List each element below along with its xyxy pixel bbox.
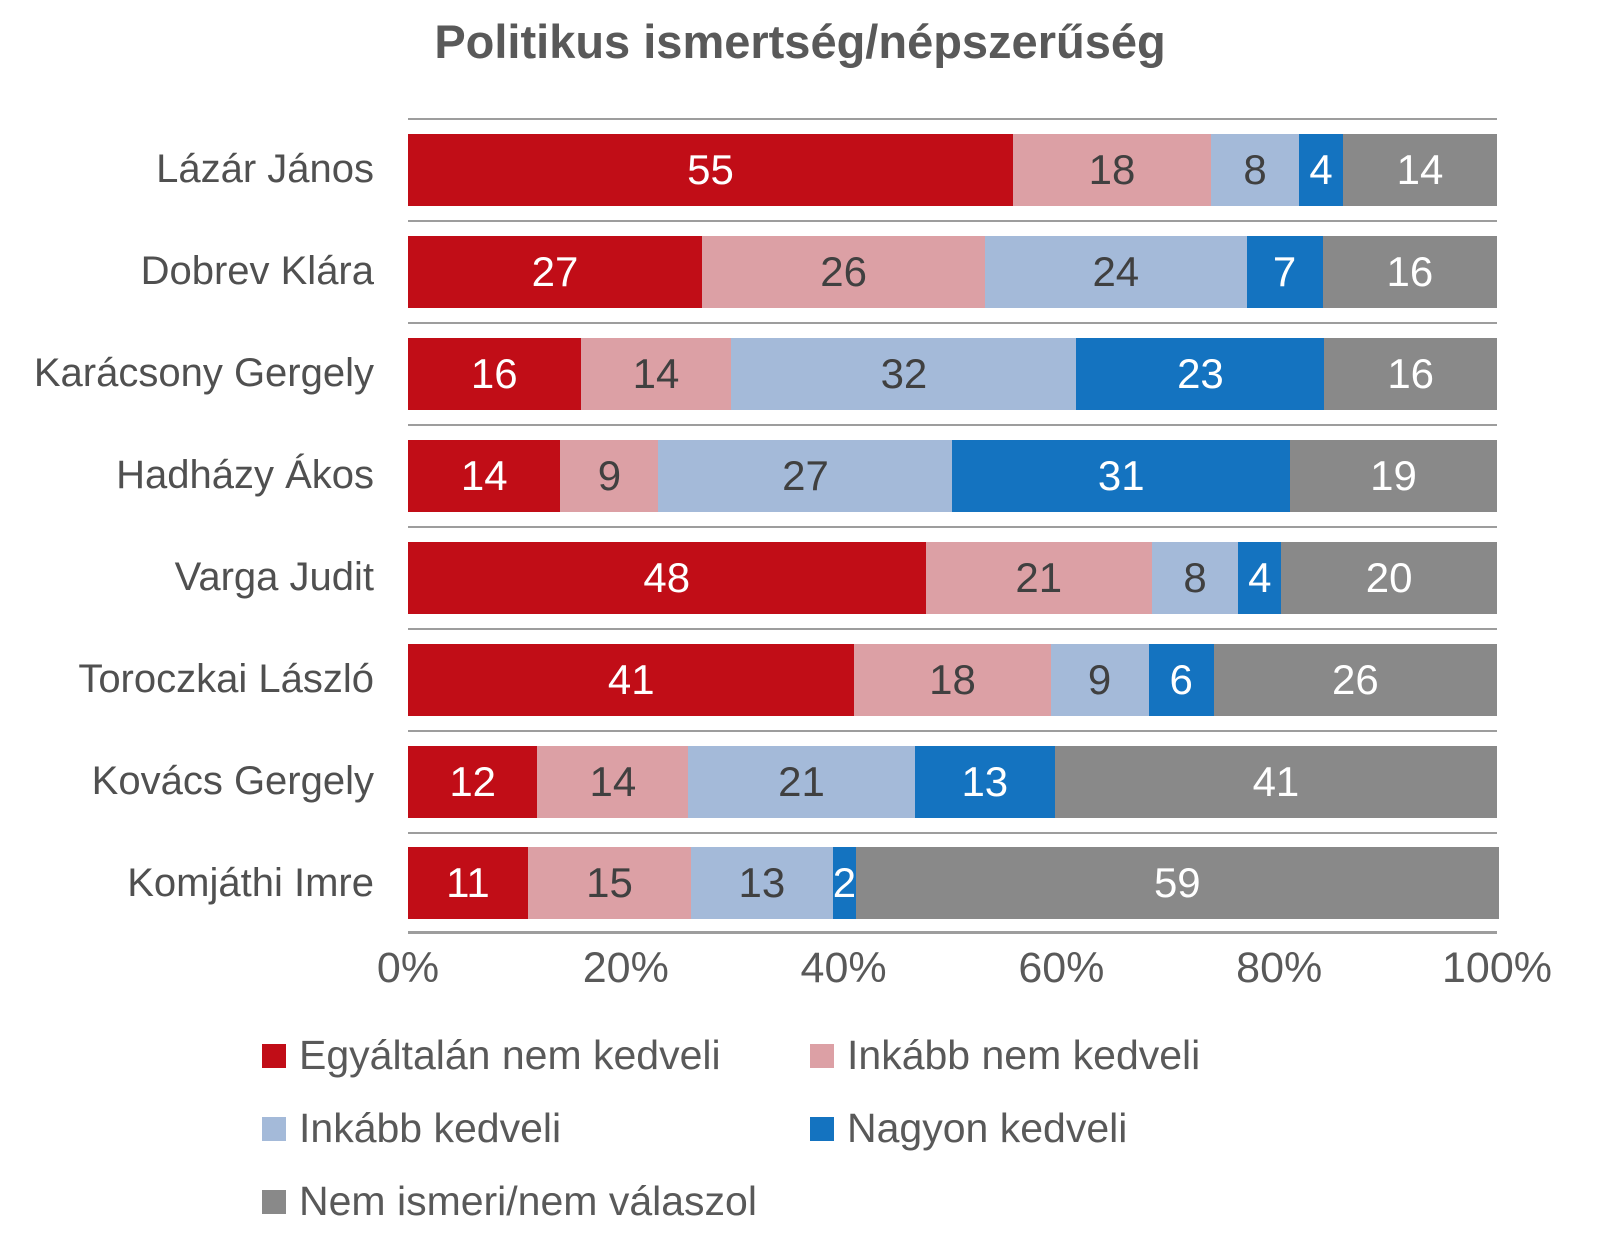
bar-band: 48 21 8 4 20 xyxy=(408,526,1497,628)
bar-row: Hadházy Ákos 14 9 27 31 19 xyxy=(0,424,1600,526)
bar-segment: 59 xyxy=(856,846,1499,919)
legend-item: Nagyon kedveli xyxy=(810,1105,1200,1152)
legend-item: Nem ismeri/nem válaszol xyxy=(262,1178,810,1225)
bar-band: 55 18 8 4 14 xyxy=(408,118,1497,220)
bar-segment: 18 xyxy=(1013,134,1211,206)
bar-segment: 55 xyxy=(408,134,1013,206)
bar-band: 14 9 27 31 19 xyxy=(408,424,1497,526)
category-label: Toroczkai László xyxy=(78,656,374,701)
legend-item-label: Nem ismeri/nem válaszol xyxy=(299,1178,757,1224)
bar-segment: 27 xyxy=(658,440,953,512)
bar-row: Toroczkai László 41 18 9 6 26 xyxy=(0,628,1600,730)
category-label: Komjáthi Imre xyxy=(127,860,374,905)
bar-band: 16 14 32 23 16 xyxy=(408,322,1497,424)
bar-segment: 13 xyxy=(914,746,1055,818)
chart-title: Politikus ismertség/népszerűség xyxy=(434,15,1166,68)
bar-segment: 16 xyxy=(408,338,581,410)
bar-row: Karácsony Gergely 16 14 32 23 16 xyxy=(0,322,1600,424)
bar-segment: 14 xyxy=(537,746,689,818)
bar-segment: 2 xyxy=(832,846,857,919)
bar: 48 21 8 4 20 xyxy=(408,542,1497,614)
bar-segment: 26 xyxy=(702,236,986,308)
category-label: Varga Judit xyxy=(174,554,374,599)
bar-segment: 11 xyxy=(408,846,528,919)
bar-segment: 26 xyxy=(1213,644,1497,716)
bar: 14 9 27 31 19 xyxy=(408,440,1497,512)
bar-segment: 23 xyxy=(1076,338,1325,410)
bar-band: 27 26 24 7 16 xyxy=(408,220,1497,322)
x-axis-tick-label: 20% xyxy=(582,944,669,992)
bar: 16 14 32 23 16 xyxy=(408,338,1497,410)
bar-segment: 21 xyxy=(688,746,915,818)
bar: 12 14 21 13 41 xyxy=(408,746,1497,818)
category-label: Lázár János xyxy=(156,146,374,191)
bar-segment: 19 xyxy=(1290,440,1497,512)
x-axis-tick-label: 40% xyxy=(800,944,887,992)
bar-segment: 48 xyxy=(408,542,926,614)
legend: Egyáltalán nem kedveli Inkább nem kedveli… xyxy=(262,1032,1600,1225)
bar-segment: 32 xyxy=(731,338,1077,410)
bar-segment: 8 xyxy=(1151,542,1239,614)
legend-item-label: Nagyon kedveli xyxy=(847,1105,1128,1151)
x-axis-tick-label: 60% xyxy=(1018,944,1105,992)
bar-segment: 41 xyxy=(408,644,855,716)
bar-band: 12 14 21 13 41 xyxy=(408,730,1497,832)
bar-segment: 14 xyxy=(580,338,732,410)
legend-swatch xyxy=(810,1043,834,1068)
bar-segment: 20 xyxy=(1281,542,1497,614)
bar-segment: 24 xyxy=(985,236,1247,308)
bar-segment: 16 xyxy=(1324,338,1497,410)
bar-segment: 16 xyxy=(1322,236,1497,308)
category-label: Dobrev Klára xyxy=(140,248,374,293)
bar: 11 15 13 2 59 xyxy=(408,846,1499,919)
legend-item-label: Egyáltalán nem kedveli xyxy=(299,1032,721,1078)
x-axis-tick-label: 80% xyxy=(1236,944,1323,992)
bar-segment: 14 xyxy=(408,440,561,512)
bar-row: Kovács Gergely 12 14 21 13 41 xyxy=(0,730,1600,832)
bar-row: Komjáthi Imre 11 15 13 2 59 xyxy=(0,832,1600,934)
bar-segment: 27 xyxy=(408,236,703,308)
plot-area: Lázár János 55 18 8 4 14 Dobrev Klára 27 26 24… xyxy=(0,118,1600,934)
bar: 55 18 8 4 14 xyxy=(408,134,1497,206)
bar-row: Dobrev Klára 27 26 24 7 16 xyxy=(0,220,1600,322)
legend-item: Egyáltalán nem kedveli xyxy=(262,1032,810,1079)
legend-swatch xyxy=(262,1189,286,1214)
x-axis-tick-label: 0% xyxy=(376,944,440,992)
legend-item-label: Inkább nem kedveli xyxy=(847,1032,1201,1078)
bar-segment: 8 xyxy=(1211,134,1299,206)
legend-swatch xyxy=(810,1116,834,1141)
bar-segment: 4 xyxy=(1299,134,1343,206)
bar-row: Lázár János 55 18 8 4 14 xyxy=(0,118,1600,220)
bar: 41 18 9 6 26 xyxy=(408,644,1497,716)
bar-row: Varga Judit 48 21 8 4 20 xyxy=(0,526,1600,628)
legend-item: Inkább kedveli xyxy=(262,1105,810,1152)
legend-item-label: Inkább kedveli xyxy=(299,1105,562,1151)
x-axis-tick-label: 100% xyxy=(1442,944,1552,992)
category-label: Hadházy Ákos xyxy=(116,452,374,497)
bar-segment: 14 xyxy=(1343,134,1497,206)
bar-segment: 12 xyxy=(408,746,538,818)
bar-segment: 9 xyxy=(1050,644,1149,716)
legend-swatch xyxy=(262,1043,286,1068)
bar-segment: 15 xyxy=(527,846,692,919)
bar-segment: 9 xyxy=(560,440,659,512)
bar-segment: 31 xyxy=(952,440,1291,512)
bar-segment: 4 xyxy=(1238,542,1282,614)
bar-segment: 13 xyxy=(691,846,833,919)
category-label: Karácsony Gergely xyxy=(33,350,374,395)
bar-segment: 41 xyxy=(1054,746,1497,818)
legend-swatch xyxy=(262,1116,286,1141)
x-axis: 0% 20% 40% 60% 80% 100% xyxy=(377,942,1552,1004)
bar-band: 41 18 9 6 26 xyxy=(408,628,1497,730)
bar-segment: 21 xyxy=(925,542,1152,614)
bar-segment: 7 xyxy=(1246,236,1323,308)
bar: 27 26 24 7 16 xyxy=(408,236,1497,308)
bar-segment: 18 xyxy=(854,644,1051,716)
category-label: Kovács Gergely xyxy=(91,758,374,803)
bar-band: 11 15 13 2 59 xyxy=(408,832,1499,934)
legend-item: Inkább nem kedveli xyxy=(810,1032,1200,1079)
bar-segment: 6 xyxy=(1148,644,1214,716)
